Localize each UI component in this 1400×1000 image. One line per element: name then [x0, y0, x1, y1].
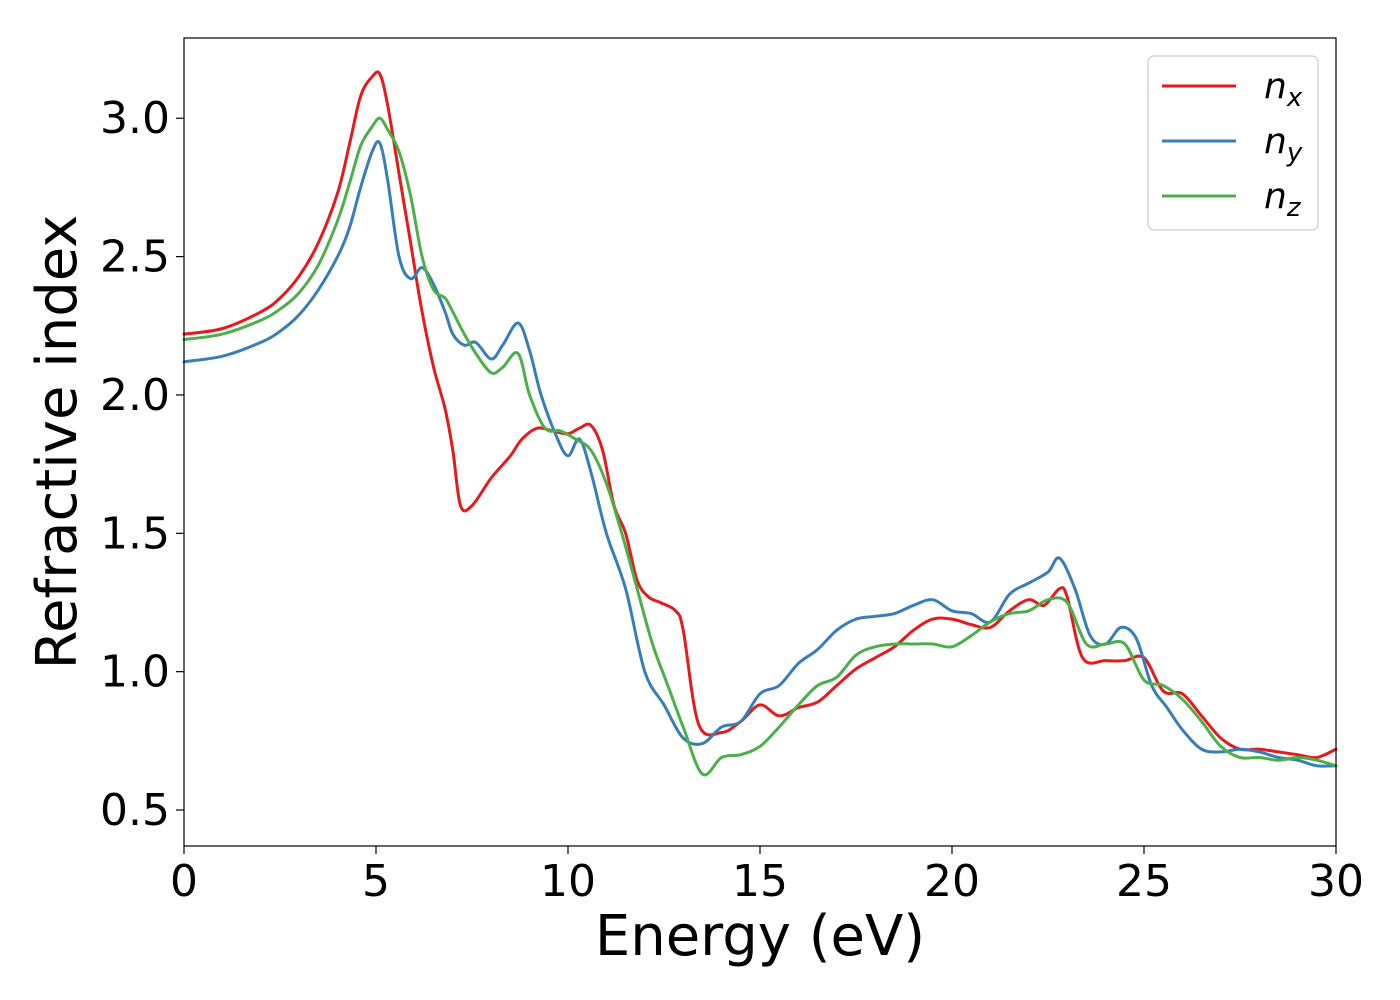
x-tick-label: 0	[170, 856, 198, 907]
legend-label-y: ny	[1264, 121, 1303, 168]
legend-label-z: nz	[1264, 176, 1302, 223]
x-tick-label: 20	[924, 856, 980, 907]
x-axis-title: Energy (eV)	[595, 904, 925, 969]
x-tick-label: 30	[1308, 856, 1364, 907]
x-tick-label: 10	[540, 856, 596, 907]
x-tick-label: 25	[1116, 856, 1172, 907]
y-tick-label: 0.5	[100, 785, 170, 836]
y-tick-label: 3.0	[100, 93, 170, 144]
series-layer	[182, 70, 1338, 777]
legend: nx ny nz	[1147, 55, 1319, 231]
y-tick-label: 1.0	[100, 647, 170, 698]
series-line-z	[182, 116, 1338, 777]
x-axis: 0 5 10 15 20 25 30	[170, 846, 1364, 907]
legend-frame	[1147, 55, 1319, 231]
x-tick-label: 5	[362, 856, 390, 907]
series-line-x	[182, 70, 1338, 760]
y-axis: 0.5 1.0 1.5 2.0 2.5 3.0	[100, 93, 184, 836]
y-tick-label: 2.0	[100, 370, 170, 421]
y-axis-title: Refractive index	[25, 215, 90, 670]
legend-label-x: nx	[1264, 66, 1303, 113]
y-tick-label: 1.5	[100, 508, 170, 559]
y-tick-label: 2.5	[100, 232, 170, 283]
series-line-y	[182, 139, 1338, 768]
x-tick-label: 15	[732, 856, 788, 907]
